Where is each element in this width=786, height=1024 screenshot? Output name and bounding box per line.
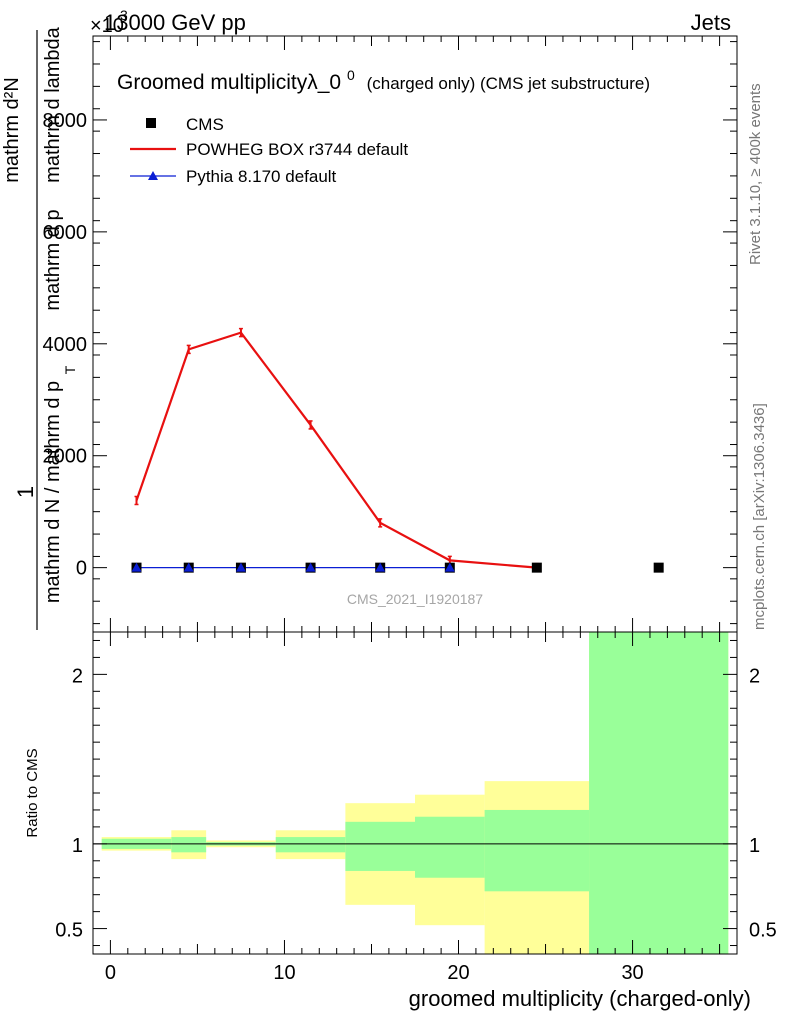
main-ytick-label: 4000 xyxy=(43,334,88,356)
analysis-watermark: CMS_2021_I1920187 xyxy=(347,591,483,607)
ylabel-denominator: mathrm d N / mathrm d p xyxy=(42,381,64,603)
legend-marker-pythia xyxy=(148,171,158,180)
ratio-band-inner xyxy=(345,821,415,871)
cms-data-point xyxy=(531,562,542,573)
xtick-label: 30 xyxy=(621,962,643,984)
legend-marker-cms xyxy=(146,118,156,128)
ratio-ytick-label: 2 xyxy=(72,665,83,687)
mcplots-label: mcplots.cern.ch [arXiv:1306.3436] xyxy=(751,403,768,630)
legend: CMS POWHEG BOX r3744 default Pythia 8.17… xyxy=(130,115,408,186)
ratio-band-inner xyxy=(415,816,485,878)
xtick-label: 10 xyxy=(273,962,295,984)
pythia-data-point xyxy=(305,562,316,572)
ratio-ytick-label: 0.5 xyxy=(55,920,83,942)
exponent-label: ×10 xyxy=(90,15,124,37)
ratio-band-inner xyxy=(484,809,590,892)
ratio-ylabel: Ratio to CMS xyxy=(24,748,41,837)
legend-label-pythia: Pythia 8.170 default xyxy=(186,167,337,186)
exponent-power: 3 xyxy=(120,7,128,23)
xtick-label: 0 xyxy=(105,962,116,984)
ylabel-right2: mathrm d lambda xyxy=(42,26,64,182)
pythia-data-point xyxy=(444,562,455,572)
title-main: Groomed multiplicityλ_0 xyxy=(117,71,341,94)
main-ylabel: 1 mathrm d N / mathrm d p mathrm d²N mat… xyxy=(1,26,78,630)
ratio-ytick-label-right: 0.5 xyxy=(749,920,777,942)
ylabel-right: mathrm d p xyxy=(42,209,64,310)
powheg-series-line xyxy=(135,331,537,569)
x-axis-label: groomed multiplicity (charged-only) xyxy=(409,986,751,1011)
pythia-data-point xyxy=(183,562,194,572)
ratio-ytick-label-right: 1 xyxy=(749,835,760,857)
main-panel: 0 2000 4000 6000 8000 Groomed multiplicityλ_… xyxy=(43,35,738,633)
main-ytick-label: 2000 xyxy=(43,446,88,468)
main-ytick-label: 0 xyxy=(76,558,87,580)
main-ytick-label: 8000 xyxy=(43,110,88,132)
ratio-band-inner xyxy=(171,837,207,853)
pythia-data-point xyxy=(131,562,142,572)
ratio-ytick-label-right: 2 xyxy=(749,665,760,687)
legend-label-powheg: POWHEG BOX r3744 default xyxy=(186,140,408,159)
process-label: 13000 GeV pp xyxy=(104,10,246,35)
legend-label-cms: CMS xyxy=(186,115,224,134)
title-sub: (charged only) (CMS jet substructure) xyxy=(367,74,650,93)
pythia-data-point xyxy=(235,562,246,572)
xtick-label: 20 xyxy=(447,962,469,984)
ylabel-numerator: 1 xyxy=(13,486,38,498)
jets-label: Jets xyxy=(691,10,731,35)
main-series xyxy=(131,327,664,573)
rivet-label: Rivet 3.1.10, ≥ 400k events xyxy=(747,83,764,265)
ratio-band-inner xyxy=(275,837,346,853)
ratio-band-inner xyxy=(589,632,729,954)
plot-title: Groomed multiplicityλ_0 0 (charged only)… xyxy=(117,62,650,94)
ratio-ytick-label: 1 xyxy=(72,835,83,857)
ratio-panel: 0.5 0.51 12 20 10 20 30 xyxy=(55,631,777,984)
ylabel-subscript: T xyxy=(62,365,78,374)
ylabel-top: mathrm d²N xyxy=(1,77,23,183)
ratio-bands xyxy=(101,632,729,954)
title-sup: 0 xyxy=(347,67,355,83)
ratio-ticks: 0.5 0.51 12 20 10 20 30 xyxy=(55,632,777,984)
main-ytick-label: 6000 xyxy=(43,222,88,244)
pythia-data-point xyxy=(375,562,386,572)
cms-data-point xyxy=(653,562,664,573)
main-ticks: 0 2000 4000 6000 8000 xyxy=(43,36,738,632)
